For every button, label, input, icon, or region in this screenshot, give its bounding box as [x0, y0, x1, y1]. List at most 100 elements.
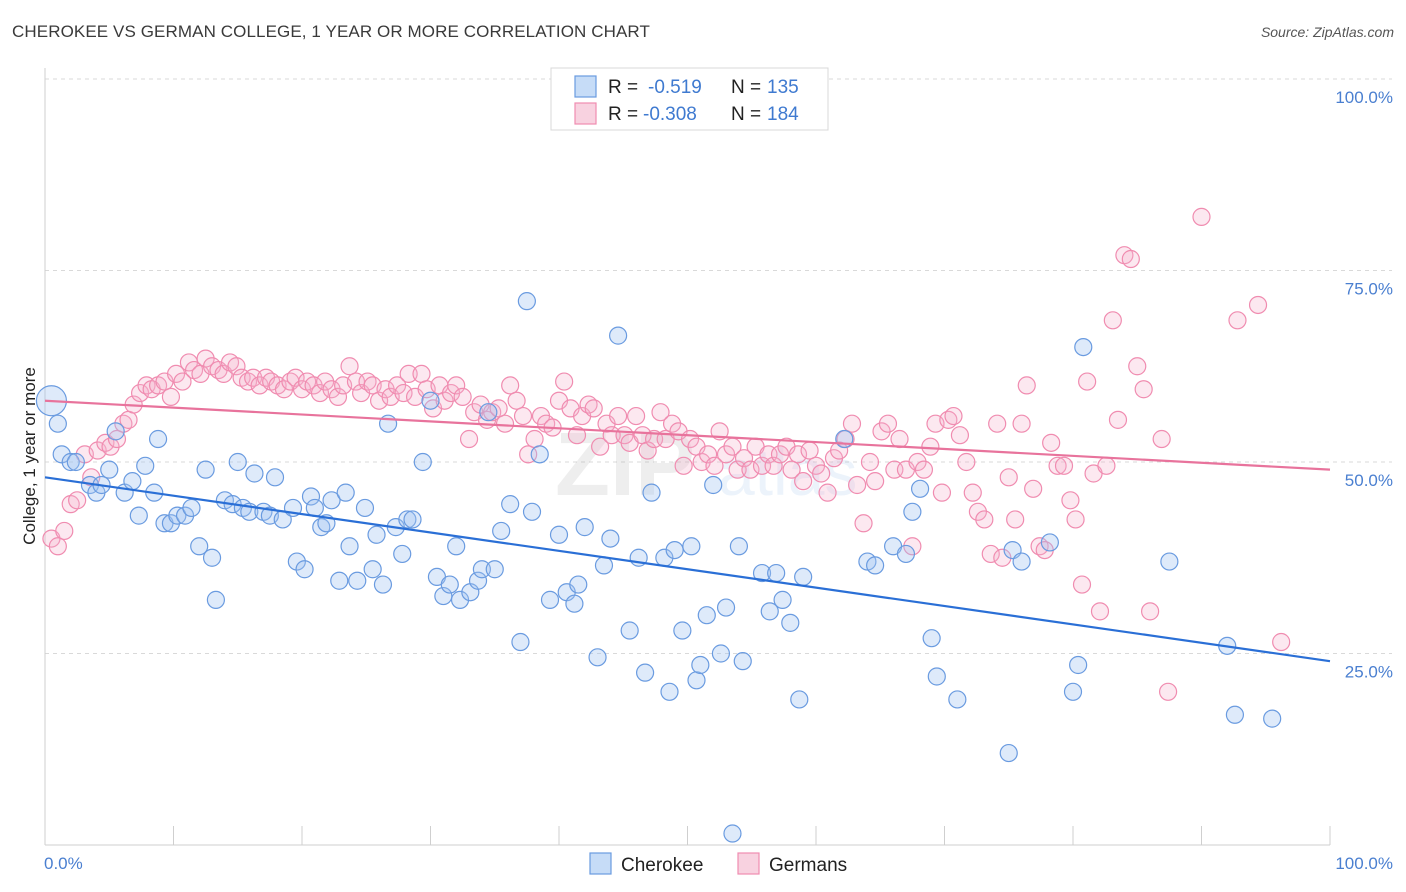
cherokee-point [760, 602, 779, 621]
cherokee-point [182, 498, 201, 518]
cherokee-point [569, 575, 588, 594]
germans-point [1103, 311, 1122, 330]
cherokee-point [752, 563, 772, 583]
cherokee-point [336, 483, 355, 502]
germans-point [1042, 433, 1061, 452]
cherokee-point [228, 452, 247, 472]
x-tick-label: 100.0% [1335, 854, 1393, 873]
germans-point [794, 472, 813, 491]
germans-point [860, 452, 880, 472]
cherokee-point [903, 502, 922, 521]
cherokee-point [565, 594, 584, 613]
germans-point [161, 387, 181, 406]
germans-point [950, 426, 970, 445]
cherokee-point [642, 483, 661, 502]
germans-point [705, 456, 724, 475]
germans-point [584, 399, 603, 418]
cherokee-point [660, 682, 679, 701]
cherokee-point [265, 468, 285, 487]
germans-point [1152, 429, 1171, 449]
cherokee-point [340, 537, 359, 556]
cherokee-point [301, 487, 321, 506]
germans-point [812, 464, 831, 483]
cherokee-trendline [44, 476, 1331, 663]
chart-title: CHEROKEE VS GERMAN COLLEGE, 1 YEAR OR MO… [12, 22, 650, 41]
cherokee-point [517, 292, 536, 311]
cherokee-point [202, 548, 222, 567]
cherokee-point [682, 537, 701, 556]
cherokee-point [190, 537, 209, 556]
cherokee-point [1160, 552, 1179, 571]
germans-point [459, 429, 479, 449]
germans-point [1128, 357, 1147, 376]
cherokee-point [1074, 338, 1093, 357]
legend-n-label-cherokee: N = [731, 77, 761, 98]
germans-point [878, 414, 898, 433]
cherokee-point [472, 560, 491, 579]
germans-point [626, 406, 646, 426]
cherokee-point [896, 544, 916, 564]
x-tick-labels: 0.0% 100.0% [44, 854, 1393, 873]
germans-point [963, 483, 982, 502]
cherokee-point [1069, 655, 1088, 675]
germans-point [107, 429, 127, 449]
cherokee-point [330, 571, 349, 590]
germans-point [800, 441, 819, 460]
cherokee-point [790, 690, 809, 709]
cherokee-point [794, 567, 813, 587]
germans-point [501, 376, 520, 395]
germans-point [1248, 295, 1268, 315]
cherokee-point [767, 563, 786, 583]
germans-point [914, 460, 934, 479]
bottom-legend-swatch-cherokee [589, 852, 612, 875]
cherokee-point [363, 560, 382, 579]
cherokee-point [393, 544, 412, 564]
cherokee-point [601, 529, 620, 548]
top-legend: R = -0.519 N = 135 R = -0.308 N = 184 [550, 67, 829, 131]
germans-point [591, 437, 610, 456]
germans-point [555, 372, 574, 391]
germans-point [1006, 510, 1025, 529]
cherokee-point [492, 521, 511, 541]
cherokee-point [575, 518, 594, 537]
source-credit: Source: ZipAtlas.com [1260, 24, 1394, 40]
germans-point [854, 514, 873, 533]
cherokee-point [1225, 705, 1245, 724]
germans-point [227, 357, 246, 376]
germans-point [1012, 414, 1031, 433]
cherokee-point [206, 590, 226, 609]
x-tick-label: 0.0% [44, 854, 83, 873]
cherokee-point [673, 621, 692, 640]
germans-point [1158, 682, 1178, 701]
bottom-legend-label-germans: Germans [769, 855, 847, 876]
legend-r-label-germans: R = [608, 104, 638, 125]
series-germans [42, 207, 1291, 701]
germans-point [638, 441, 657, 460]
germans-point [286, 368, 305, 387]
legend-n-label-germans: N = [731, 104, 761, 125]
cherokee-point [468, 571, 488, 590]
germans-point [782, 460, 801, 479]
y-tick-label: 50.0% [1345, 471, 1393, 490]
cherokee-point [322, 491, 341, 510]
germans-point [394, 383, 413, 403]
germans-point [890, 429, 909, 449]
germans-point [370, 391, 389, 410]
cherokee-point [398, 510, 417, 529]
germans-point [1078, 372, 1097, 391]
gridlines [45, 78, 1392, 654]
germans-point [764, 456, 783, 475]
trendlines [44, 399, 1331, 663]
germans-point [1140, 602, 1160, 621]
cherokee-point [413, 452, 432, 472]
legend-r-value-cherokee: -0.519 [648, 77, 702, 98]
germans-point [1054, 456, 1074, 475]
cherokee-point [530, 445, 549, 464]
germans-point [788, 445, 808, 464]
cherokee-point [711, 644, 731, 663]
legend-r-label-cherokee: R = [608, 77, 638, 98]
cherokee-point [287, 552, 306, 571]
cherokee-point [665, 540, 684, 560]
cherokee-point [403, 510, 422, 529]
germans-point [328, 387, 348, 406]
